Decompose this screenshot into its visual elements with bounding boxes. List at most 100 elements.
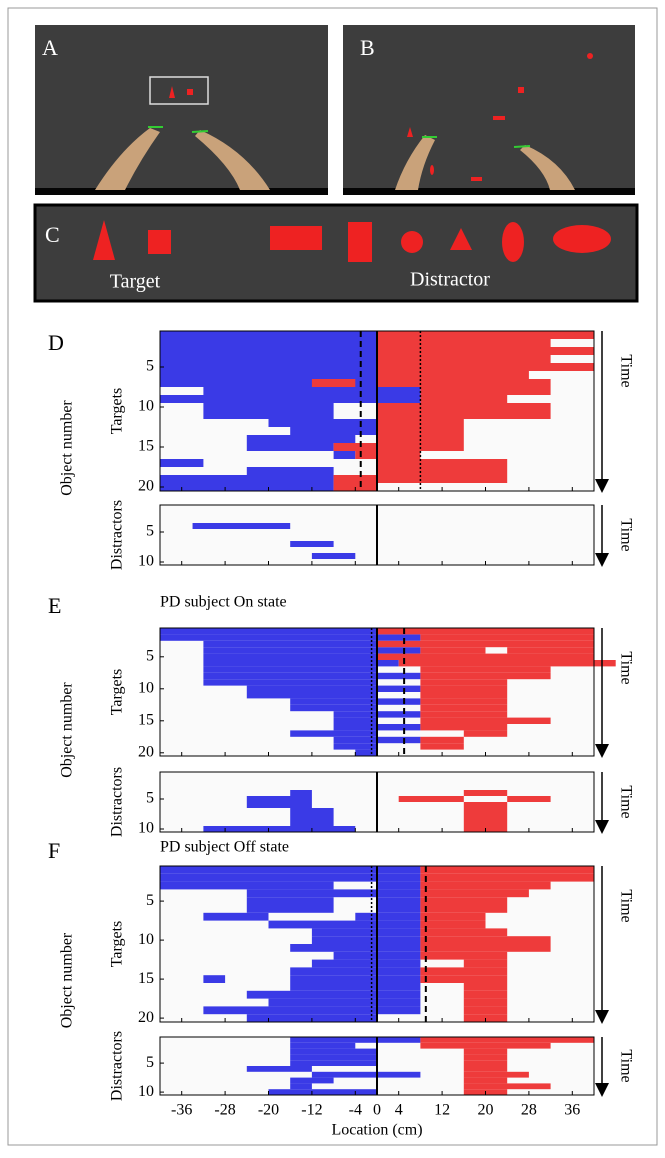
segment <box>420 951 508 960</box>
y-tick-label: 5 <box>146 647 154 664</box>
x-tick-label: 12 <box>434 1102 450 1119</box>
y-tick-label: 5 <box>146 892 154 909</box>
segment <box>246 692 377 699</box>
segment <box>377 628 594 635</box>
time-label: Time <box>617 518 634 551</box>
segment <box>311 936 421 944</box>
segment <box>355 749 377 756</box>
segment <box>463 1060 508 1066</box>
segment <box>463 808 508 814</box>
segment <box>355 912 421 921</box>
y-tick-label: 15 <box>138 438 154 455</box>
segment <box>333 717 377 724</box>
segment <box>377 897 421 905</box>
segment <box>160 339 377 347</box>
segment <box>290 1037 421 1043</box>
segment <box>246 467 334 475</box>
segment <box>311 928 421 937</box>
time-label: Time <box>617 785 634 818</box>
x-tick-label: 0 <box>373 1102 381 1119</box>
x-axis-label: Location (cm) <box>331 1122 422 1139</box>
segment <box>420 724 508 731</box>
segment <box>420 387 551 395</box>
arrow-head <box>595 744 609 758</box>
segment <box>290 790 312 796</box>
segment <box>377 339 551 347</box>
segment <box>246 443 334 451</box>
arrow-head <box>595 820 609 834</box>
arrow-head <box>595 553 609 567</box>
segment <box>420 698 508 705</box>
segment <box>290 1054 377 1061</box>
segment <box>290 814 334 820</box>
segment <box>290 1060 377 1066</box>
distractor-label: Distractor <box>410 269 490 291</box>
segment <box>246 802 312 808</box>
y-tick-label: 15 <box>138 970 154 987</box>
segment <box>290 967 421 976</box>
segment <box>463 1077 508 1084</box>
segment <box>268 419 377 427</box>
segment <box>203 975 226 983</box>
panel-letter: E <box>48 593 61 618</box>
x-tick-label: -12 <box>301 1102 322 1119</box>
time-label: Time <box>617 354 634 387</box>
segment <box>246 905 334 913</box>
segment <box>463 814 508 820</box>
segment <box>333 743 377 750</box>
segment <box>420 905 508 913</box>
photo-b: B <box>343 25 635 195</box>
segment <box>203 666 377 673</box>
panel-letter: D <box>48 330 64 355</box>
segment <box>377 724 421 731</box>
subplot-label: Targets <box>109 388 126 435</box>
segment <box>203 647 377 654</box>
segment <box>333 443 464 451</box>
y-tick-label: 15 <box>138 711 154 728</box>
segment <box>463 1066 508 1072</box>
segment <box>420 647 486 654</box>
segment <box>160 475 334 483</box>
subplot-label: Distractors <box>109 500 126 570</box>
segment <box>377 698 421 705</box>
y-tick-label: 10 <box>138 398 154 415</box>
segment <box>160 347 377 355</box>
x-tick-label: -4 <box>349 1102 362 1119</box>
segment <box>420 912 486 921</box>
segment <box>420 743 464 750</box>
segment <box>290 820 334 826</box>
target-label: Target <box>110 271 161 293</box>
segment <box>160 355 377 363</box>
segment <box>420 685 508 692</box>
segment <box>377 653 594 660</box>
segment <box>377 881 421 890</box>
segment <box>463 1006 508 1015</box>
segment <box>246 1066 312 1072</box>
segment <box>290 808 334 814</box>
segment <box>290 698 377 705</box>
segment <box>311 553 356 559</box>
segment <box>463 998 508 1007</box>
segment <box>398 660 616 667</box>
segment <box>246 897 334 905</box>
segment <box>311 959 421 968</box>
segment <box>463 983 508 991</box>
x-tick-label: 28 <box>521 1102 537 1119</box>
y-tick-label: 20 <box>138 743 154 760</box>
subplot-label: Targets <box>109 669 126 716</box>
time-label: Time <box>617 1049 634 1082</box>
y-tick-label: 20 <box>138 478 154 495</box>
segment <box>203 411 334 419</box>
y-tick-label: 5 <box>146 523 154 540</box>
segment <box>268 998 421 1007</box>
segment <box>290 1042 356 1049</box>
segment <box>333 711 377 718</box>
segment <box>333 724 377 731</box>
subplot-label: Distractors <box>109 767 126 837</box>
segment <box>333 451 356 459</box>
panel-title: PD subject Off state <box>160 839 289 856</box>
segment <box>420 928 508 937</box>
segment <box>420 873 594 882</box>
segment <box>290 1083 312 1090</box>
